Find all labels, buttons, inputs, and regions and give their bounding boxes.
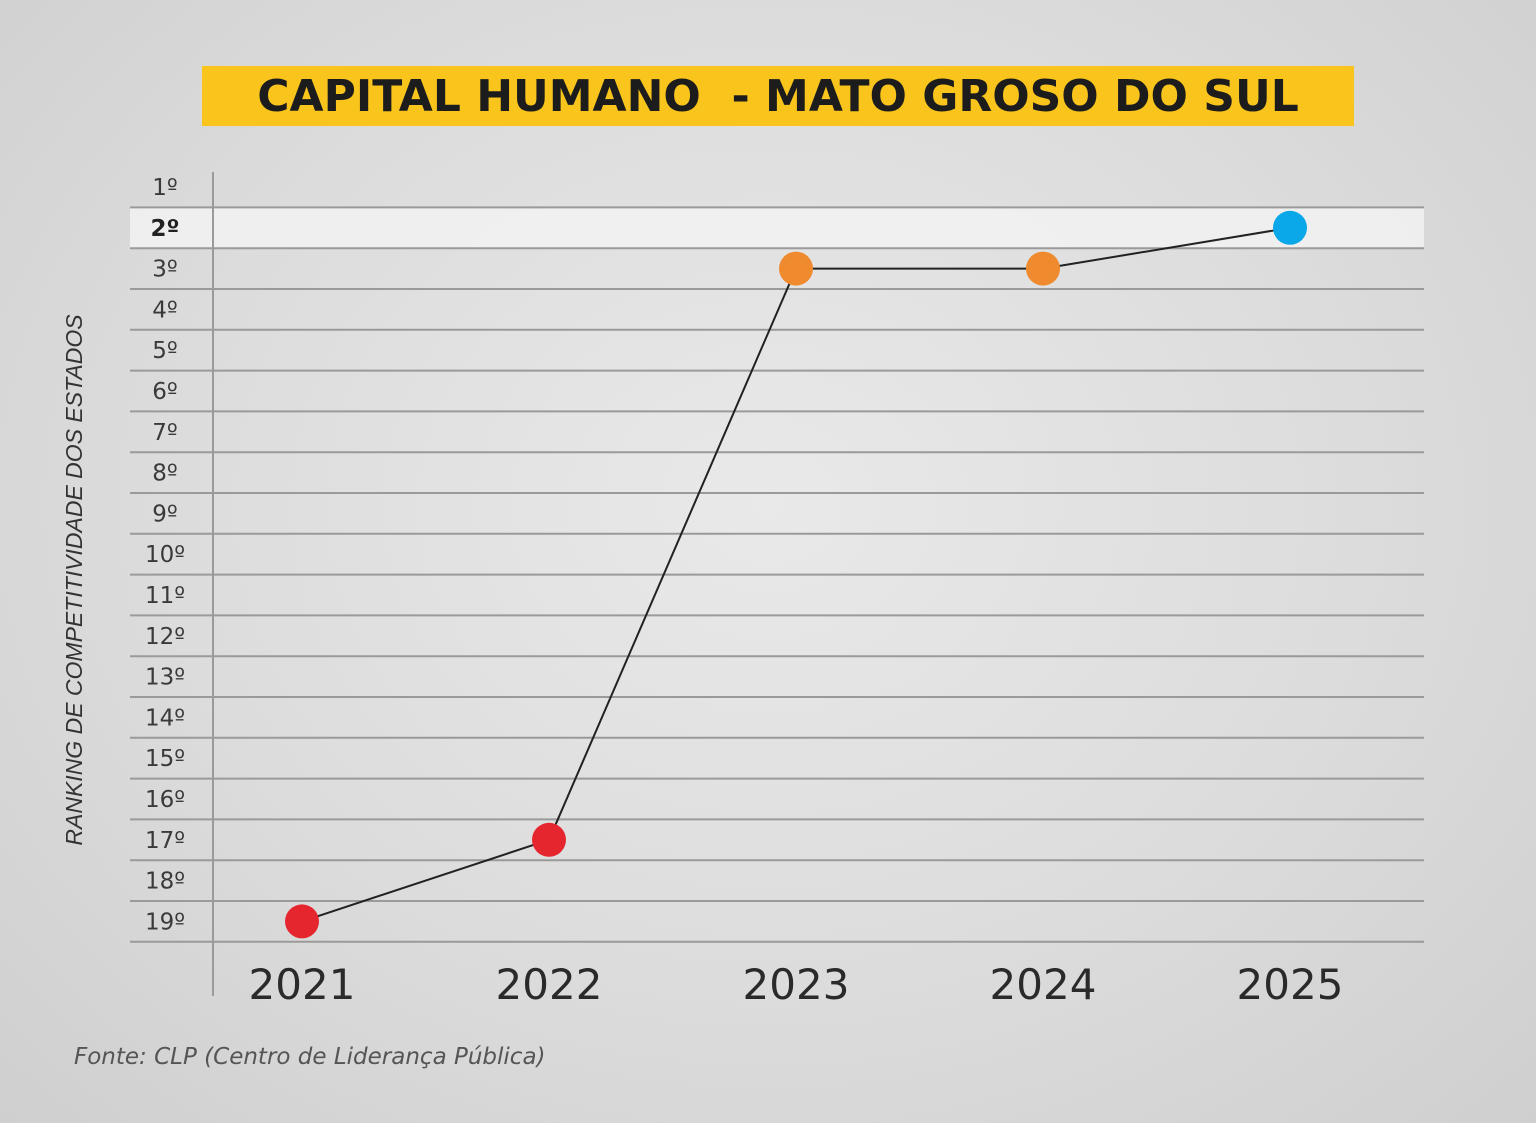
y-tick-label: 8º xyxy=(152,461,177,487)
data-point xyxy=(285,904,319,939)
y-tick-label: 7º xyxy=(152,420,177,446)
y-tick-label: 15º xyxy=(145,746,185,772)
y-tick-label: 11º xyxy=(145,583,185,609)
y-tick-label: 17º xyxy=(145,828,185,854)
y-tick-label: 3º xyxy=(152,257,177,283)
y-tick-label: 5º xyxy=(152,338,177,364)
y-axis-title: RANKING DE COMPETITIVIDADE DOS ESTADOS xyxy=(61,314,87,846)
highlight-band xyxy=(130,207,1424,249)
y-tick-label: 10º xyxy=(145,542,185,568)
y-tick-label: 16º xyxy=(145,787,185,813)
x-tick-label: 2023 xyxy=(743,960,850,1009)
y-tick-label: 6º xyxy=(152,379,177,405)
y-tick-label: 12º xyxy=(145,624,185,650)
y-tick-label: 9º xyxy=(152,501,177,527)
data-point xyxy=(532,822,566,857)
x-tick-label: 2024 xyxy=(990,960,1097,1009)
data-point xyxy=(779,251,813,286)
y-tick-label: 18º xyxy=(145,869,185,895)
x-tick-label: 2025 xyxy=(1237,960,1344,1009)
data-point xyxy=(1026,251,1060,286)
y-tick-label: 19º xyxy=(145,909,185,935)
y-tick-label: 1º xyxy=(152,175,177,201)
source-note: Fonte: CLP (Centro de Liderança Pública) xyxy=(74,1044,546,1070)
y-tick-label: 13º xyxy=(145,665,185,691)
x-tick-label: 2022 xyxy=(496,960,603,1009)
y-tick-label: 14º xyxy=(145,705,185,731)
y-tick-label: 4º xyxy=(152,297,177,323)
chart-title-banner: CAPITAL HUMANO - MATO GROSO DO SUL xyxy=(202,66,1354,126)
chart-title: CAPITAL HUMANO - MATO GROSO DO SUL xyxy=(257,70,1299,122)
y-tick-label: 2º xyxy=(151,216,180,242)
x-tick-label: 2021 xyxy=(249,960,356,1009)
data-point xyxy=(1273,210,1307,245)
